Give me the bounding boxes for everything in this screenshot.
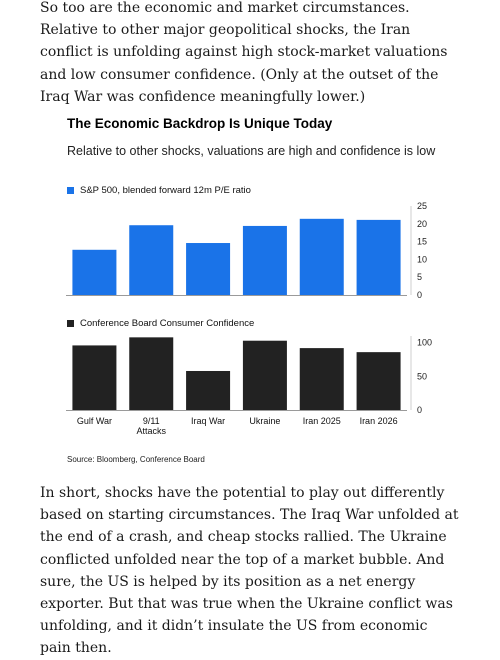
category-label: Iran 2026 [360, 416, 398, 426]
category-label: Iraq War [191, 416, 225, 426]
bar-pe-2 [186, 243, 231, 295]
article-paragraph-top: So too are the economic and market circu… [40, 0, 448, 105]
y-tick-label: 20 [417, 219, 427, 229]
bar-confidence-0 [72, 345, 117, 410]
article-paragraph-bottom: In short, shocks have the potential to p… [40, 485, 459, 657]
legend-consumer-confidence: Conference Board Consumer Confidence [67, 318, 254, 329]
y-tick-label: 100 [417, 338, 432, 348]
chart-title: The Economic Backdrop Is Unique Today [67, 116, 333, 131]
bar-pe-5 [356, 219, 401, 295]
y-tick-label: 25 [417, 201, 427, 211]
category-label: Ukraine [249, 416, 280, 426]
legend-swatch-blue [67, 187, 74, 194]
category-label: Attacks [136, 426, 166, 436]
legend-pe-ratio: S&P 500, blended forward 12m P/E ratio [67, 185, 251, 196]
chart-subtitle: Relative to other shocks, valuations are… [67, 144, 436, 158]
y-tick-label: 15 [417, 237, 427, 247]
category-label: Iran 2025 [303, 416, 341, 426]
bar-pe-1 [129, 225, 174, 295]
category-label: Gulf War [77, 416, 112, 426]
bar-pe-4 [299, 218, 344, 295]
chart-source: Source: Bloomberg, Conference Board [67, 455, 205, 464]
bar-confidence-3 [242, 340, 287, 410]
y-tick-label: 10 [417, 254, 427, 264]
bar-confidence-2 [186, 370, 231, 410]
bar-pe-3 [242, 225, 287, 295]
category-label: 9/11 [143, 416, 160, 426]
y-tick-label: 0 [417, 290, 422, 300]
bar-confidence-1 [129, 337, 174, 410]
y-tick-label: 0 [417, 405, 422, 415]
y-tick-label: 50 [417, 371, 427, 381]
legend-swatch-black [67, 320, 74, 327]
legend-label-confidence: Conference Board Consumer Confidence [80, 318, 255, 329]
legend-label-pe: S&P 500, blended forward 12m P/E ratio [80, 185, 251, 196]
bar-confidence-4 [299, 348, 344, 410]
bar-pe-0 [72, 249, 117, 295]
y-tick-label: 5 [417, 272, 422, 282]
bar-confidence-5 [356, 352, 401, 410]
